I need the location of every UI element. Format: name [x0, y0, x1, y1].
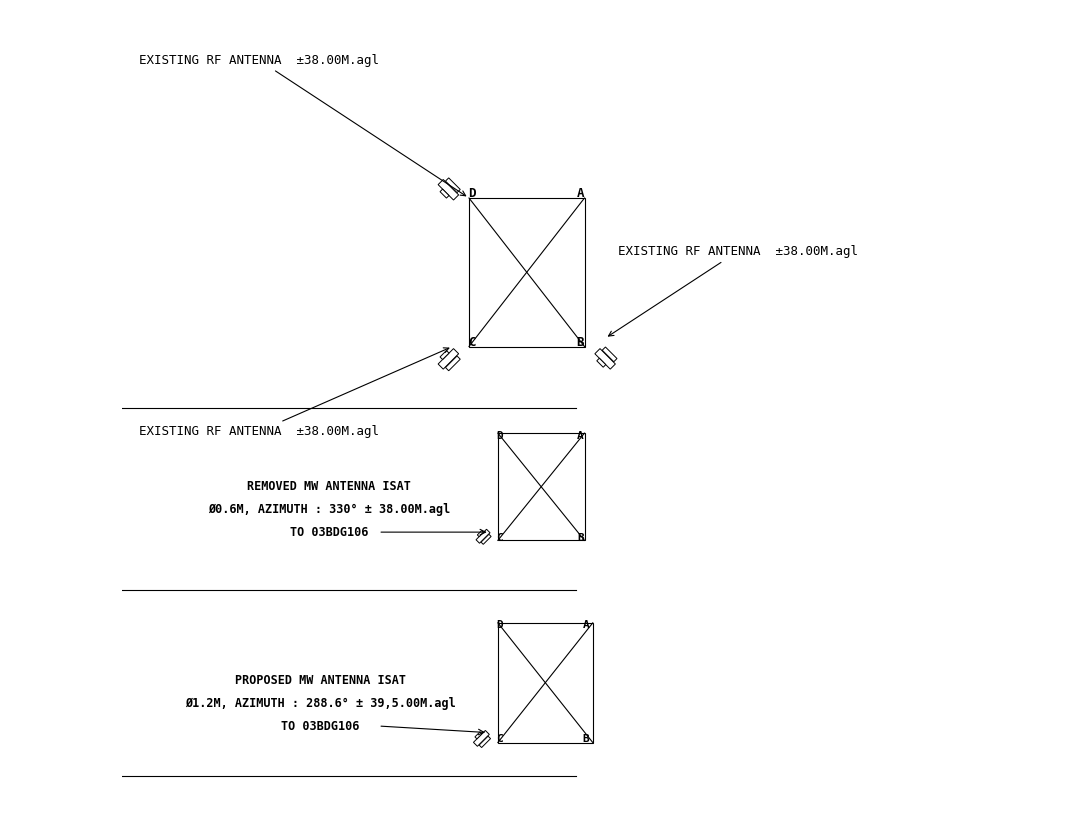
Polygon shape [595, 349, 615, 369]
Bar [498, 623, 593, 742]
Text: Ø0.6M, AZIMUTH : 330° ± 38.00M.agl: Ø0.6M, AZIMUTH : 330° ± 38.00M.agl [208, 503, 449, 516]
Polygon shape [440, 351, 449, 360]
Polygon shape [438, 180, 459, 200]
Polygon shape [477, 530, 484, 537]
Polygon shape [438, 349, 459, 369]
Text: EXISTING RF ANTENNA  ±38.00M.agl: EXISTING RF ANTENNA ±38.00M.agl [609, 245, 857, 336]
Polygon shape [482, 535, 491, 544]
Text: C: C [496, 533, 503, 543]
Text: EXISTING RF ANTENNA  ±38.00M.agl: EXISTING RF ANTENNA ±38.00M.agl [139, 54, 465, 196]
Bar [498, 433, 584, 540]
Text: B: B [583, 734, 590, 744]
Text: PROPOSED MW ANTENNA ISAT: PROPOSED MW ANTENNA ISAT [235, 674, 406, 687]
Text: D: D [496, 620, 503, 629]
Text: D: D [468, 187, 475, 200]
Polygon shape [475, 732, 482, 739]
Text: A: A [577, 431, 584, 441]
Text: A: A [577, 187, 584, 200]
Bar [469, 198, 584, 346]
Text: D: D [496, 431, 503, 441]
Polygon shape [445, 356, 460, 370]
Text: C: C [496, 734, 503, 744]
Text: B: B [577, 533, 584, 543]
Text: B: B [577, 336, 584, 349]
Polygon shape [476, 530, 490, 543]
Text: EXISTING RF ANTENNA  ±38.00M.agl: EXISTING RF ANTENNA ±38.00M.agl [139, 348, 448, 438]
Polygon shape [597, 358, 606, 367]
Polygon shape [445, 178, 460, 193]
Text: A: A [583, 620, 590, 629]
Polygon shape [473, 730, 489, 747]
Text: TO 03BDG106: TO 03BDG106 [290, 526, 368, 540]
Polygon shape [440, 189, 449, 198]
Polygon shape [479, 736, 490, 747]
Text: Ø1.2M, AZIMUTH : 288.6° ± 39,5.00M.agl: Ø1.2M, AZIMUTH : 288.6° ± 39,5.00M.agl [185, 697, 456, 710]
Polygon shape [602, 347, 617, 362]
Text: TO 03BDG106: TO 03BDG106 [281, 720, 360, 733]
Text: REMOVED MW ANTENNA ISAT: REMOVED MW ANTENNA ISAT [247, 480, 411, 493]
Text: C: C [468, 336, 475, 349]
